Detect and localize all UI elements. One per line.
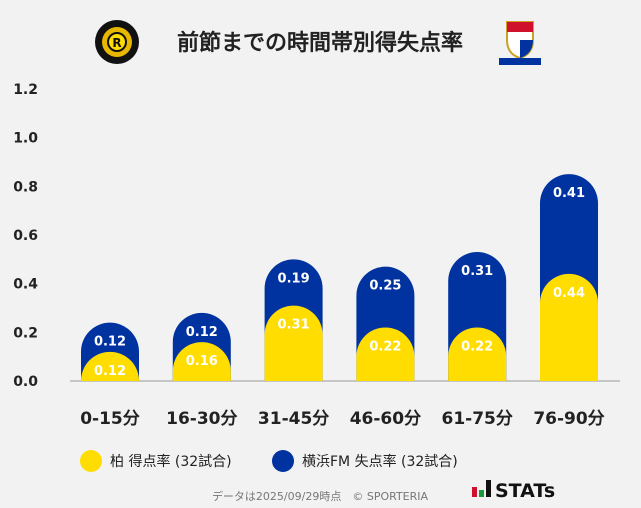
bar-kashiwa — [540, 273, 598, 381]
legend-swatch-kashiwa — [80, 450, 102, 472]
y-tick-label: 1.0 — [13, 131, 38, 147]
y-tick-label: 0.2 — [13, 325, 38, 341]
left-team-logo: R — [95, 20, 139, 64]
footer-note: データは2025/09/29時点 © SPORTERIA — [212, 489, 429, 503]
data-label-kashiwa: 0.22 — [369, 339, 401, 354]
bar-kashiwa — [81, 351, 139, 381]
data-label-kashiwa: 0.31 — [278, 318, 310, 333]
y-tick-label: 0.4 — [13, 277, 38, 293]
x-tick-label: 31-45分 — [258, 409, 329, 429]
y-tick-label: 1.2 — [13, 82, 38, 98]
data-label-kashiwa: 0.44 — [553, 286, 585, 301]
x-tick-label: 0-15分 — [80, 409, 140, 429]
data-label-yokohama: 0.12 — [186, 325, 218, 340]
bar-kashiwa — [172, 342, 231, 381]
x-tick-label: 76-90分 — [533, 409, 604, 429]
x-axis: 0-15分 16-30分 31-45分 46-60分 61-75分 76-90分 — [80, 409, 604, 429]
data-label-yokohama: 0.31 — [461, 264, 493, 279]
x-tick-label: 61-75分 — [442, 409, 513, 429]
y-tick-label: 0.0 — [13, 374, 38, 390]
legend-label-kashiwa: 柏 得点率 (32試合) — [110, 453, 232, 470]
data-label-yokohama: 0.41 — [553, 186, 585, 201]
y-tick-label: 0.8 — [13, 179, 38, 195]
data-label-yokohama: 0.12 — [94, 335, 126, 350]
data-label-kashiwa: 0.22 — [461, 339, 493, 354]
y-tick-label: 0.6 — [13, 228, 38, 244]
x-tick-label: 16-30分 — [166, 409, 237, 429]
data-label-kashiwa: 0.12 — [94, 364, 126, 379]
legend-swatch-yokohama — [272, 450, 294, 472]
bar-kashiwa — [356, 327, 415, 381]
legend-label-yokohama: 横浜FM 失点率 (32試合) — [302, 453, 458, 470]
bar-kashiwa — [448, 327, 507, 381]
x-tick-label: 46-60分 — [350, 409, 421, 429]
data-label-yokohama: 0.19 — [278, 271, 310, 286]
data-label-kashiwa: 0.16 — [186, 354, 218, 369]
chart-title: 前節までの時間帯別得失点率 — [177, 30, 463, 56]
bars: 0.12 0.12 0.12 0.16 0.19 0.31 0.25 0.22 0.31 0.22… — [81, 174, 598, 381]
y-axis: 0.0 0.2 0.4 0.6 0.8 1.0 1.2 — [13, 82, 38, 390]
bar-kashiwa — [264, 305, 323, 381]
legend: 柏 得点率 (32試合) 横浜FM 失点率 (32試合) — [80, 450, 458, 472]
right-team-logo — [499, 21, 541, 65]
stats-brand: STATs — [495, 480, 555, 502]
data-label-yokohama: 0.25 — [369, 279, 401, 294]
stats-logo: STATs — [472, 480, 555, 502]
svg-text:R: R — [112, 36, 121, 50]
